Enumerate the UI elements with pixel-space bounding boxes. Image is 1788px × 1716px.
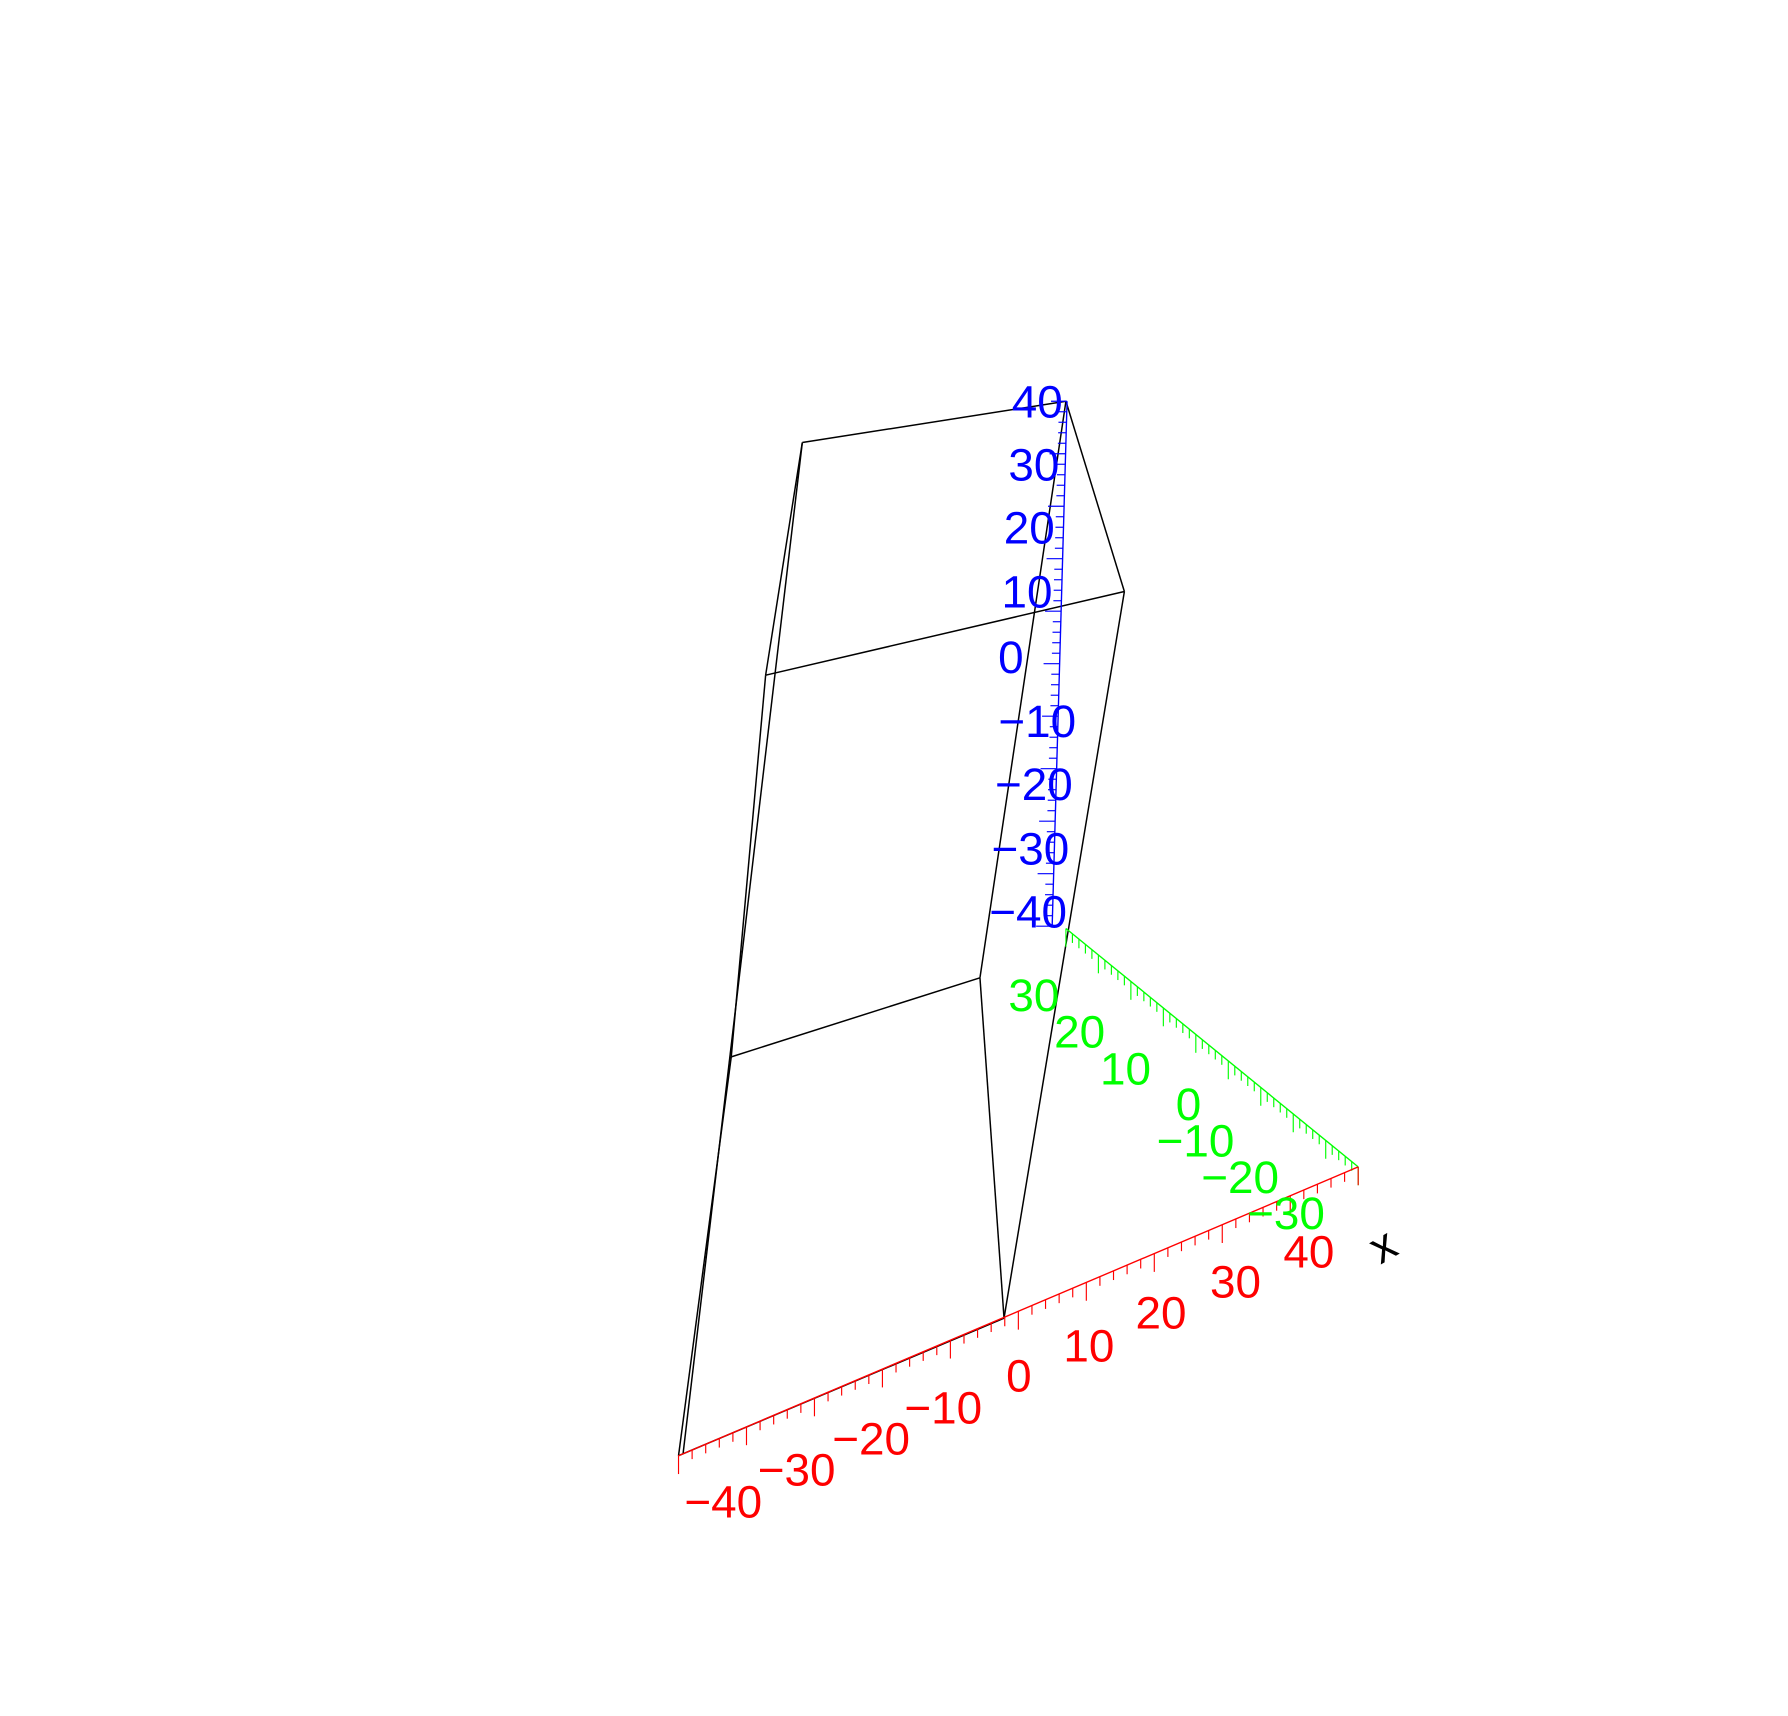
x-tick-label: −10: [904, 1383, 982, 1434]
wire-edge: [979, 401, 1067, 978]
x-tick-labels: −40 −30 −20 −10 0 10 20 30 40: [684, 1227, 1334, 1528]
wire-edge: [677, 1056, 732, 1456]
y-tick-label: 20: [1054, 1007, 1105, 1058]
wire-edge: [802, 400, 1067, 444]
x-tick-label: −20: [832, 1414, 910, 1465]
wire-edge: [730, 675, 767, 1057]
y-axis-line: [1065, 927, 1359, 1168]
y-tick-label: −10: [1157, 1116, 1235, 1167]
x-tick-label: −40: [684, 1477, 762, 1528]
x-tick-label: 30: [1210, 1257, 1261, 1308]
wire-edge: [1065, 401, 1126, 592]
x-tick-label: 0: [1006, 1351, 1032, 1402]
x-tick-label: −30: [758, 1445, 836, 1496]
y-tick-label: −30: [1247, 1188, 1325, 1239]
y-tick-label: 30: [1008, 970, 1059, 1021]
wire-edge: [731, 977, 981, 1058]
wire-edge: [682, 442, 804, 1454]
x-tick-label: 10: [1063, 1321, 1114, 1372]
z-tick-label: 20: [1004, 502, 1055, 553]
z-tick-label: −30: [992, 823, 1070, 874]
x-tick-label: 20: [1136, 1287, 1187, 1338]
y-tick-label: 10: [1100, 1043, 1151, 1094]
z-tick-labels: 40 30 20 10 0 −10 −20 −30 −40: [989, 376, 1076, 937]
y-axis: [1065, 927, 1359, 1186]
z-tick-label: −40: [989, 886, 1067, 937]
wire-edge: [979, 977, 1005, 1319]
x-axis: [677, 1166, 1359, 1475]
wire-edge: [1003, 591, 1126, 1319]
x-tick-label: 40: [1283, 1227, 1334, 1278]
wire-edge: [764, 442, 804, 676]
wire-edge: [765, 590, 1125, 676]
x-axis-title: x: [1360, 1218, 1405, 1274]
z-tick-label: 0: [998, 632, 1024, 683]
y-tick-label: 0: [1176, 1079, 1202, 1130]
z-tick-label: 10: [1001, 567, 1052, 618]
z-tick-label: 40: [1012, 376, 1063, 427]
z-tick-label: −20: [995, 759, 1073, 810]
y-tick-label: −20: [1201, 1152, 1279, 1203]
z-tick-label: 30: [1008, 439, 1059, 490]
z-axis: [1036, 400, 1068, 927]
z-tick-label: −10: [998, 696, 1076, 747]
y-tick-labels: 30 20 10 0 −10 −20 −30: [1008, 970, 1325, 1239]
